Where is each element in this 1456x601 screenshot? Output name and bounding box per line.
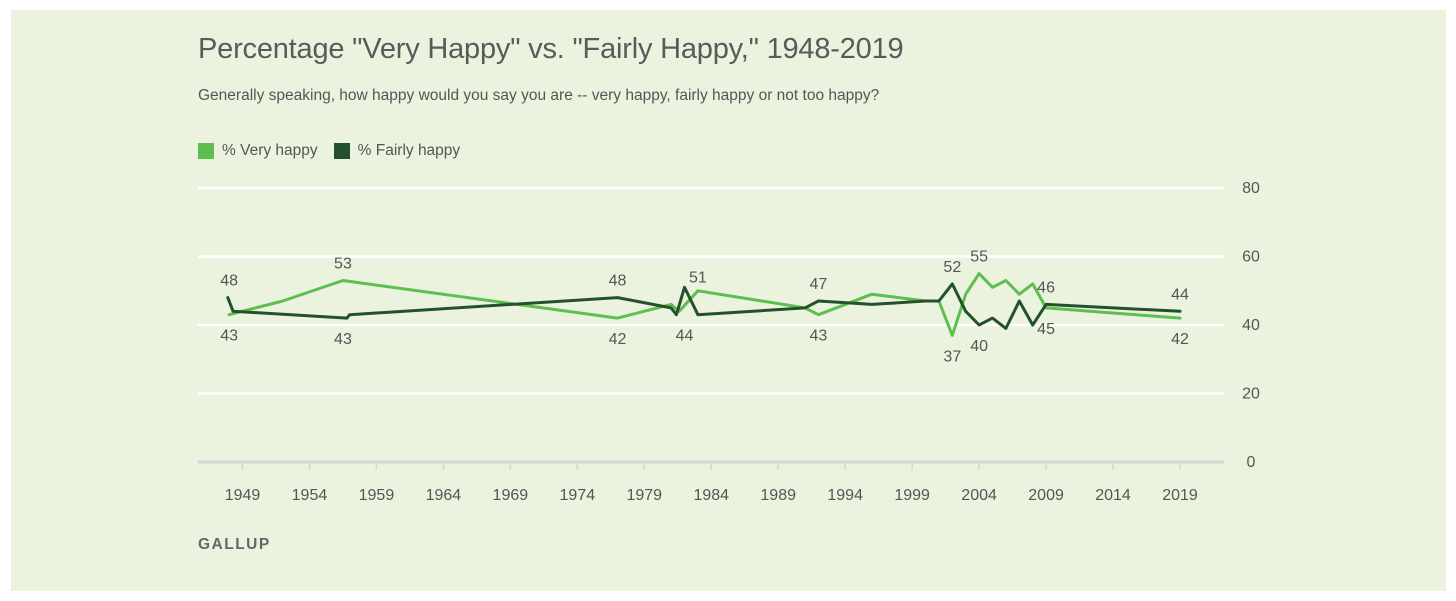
data-label-fairly-happy: 46 — [1037, 279, 1055, 296]
data-label-layer: 43 53 42 51 43 37 55 45 42 48 43 48 44 47 52 40 46 44 — [220, 249, 1189, 366]
x-tick-label: 2009 — [1028, 487, 1064, 504]
x-tick-label: 2019 — [1162, 487, 1198, 504]
data-label-very-happy: 45 — [1037, 321, 1055, 338]
x-tick-label: 1959 — [359, 487, 395, 504]
legend-item-very-happy: % Very happy — [198, 142, 318, 160]
grid-layer — [198, 186, 1224, 464]
x-tick-label: 1999 — [894, 487, 930, 504]
chart-title: Percentage "Very Happy" vs. "Fairly Happ… — [198, 33, 904, 65]
chart-panel — [11, 10, 1446, 591]
x-tick-label: 2004 — [961, 487, 997, 504]
data-label-very-happy: 42 — [1171, 331, 1189, 348]
data-label-very-happy: 43 — [809, 328, 827, 345]
legend-swatch-very-happy — [198, 143, 214, 159]
legend-swatch-fairly-happy — [333, 143, 350, 159]
data-label-fairly-happy: 40 — [970, 338, 988, 355]
data-label-very-happy: 53 — [334, 255, 352, 272]
y-tick-label: 40 — [1242, 317, 1260, 334]
data-label-very-happy: 51 — [689, 270, 707, 287]
x-tick-label: 2014 — [1095, 487, 1131, 504]
y-tick-label: 20 — [1242, 386, 1260, 403]
axis-layer: 0 20 40 60 80 1949 1954 1959 1964 1969 1974 1979 198… — [225, 180, 1260, 504]
chart-subtitle: Generally speaking, how happy would you … — [198, 87, 880, 104]
legend-item-fairly-happy: % Fairly happy — [333, 142, 461, 160]
data-label-fairly-happy: 47 — [809, 276, 827, 293]
x-tick-label: 1979 — [626, 487, 662, 504]
data-label-very-happy: 42 — [609, 331, 627, 348]
data-label-fairly-happy: 44 — [1171, 286, 1189, 303]
data-label-fairly-happy: 44 — [676, 328, 694, 345]
x-tick-label: 1994 — [827, 487, 863, 504]
series-layer — [226, 272, 1182, 337]
data-label-fairly-happy: 52 — [943, 259, 961, 276]
data-label-fairly-happy: 48 — [609, 273, 627, 290]
x-tick-label: 1949 — [225, 487, 261, 504]
data-label-fairly-happy: 43 — [334, 331, 352, 348]
x-tick-label: 1984 — [693, 487, 729, 504]
data-label-very-happy: 55 — [970, 249, 988, 266]
chart-legend: % Very happy % Fairly happy — [198, 142, 476, 160]
y-tick-label: 0 — [1247, 454, 1256, 471]
legend-label-very-happy: % Very happy — [222, 142, 318, 159]
source-label: GALLUP — [198, 536, 271, 553]
x-tick-label: 1969 — [493, 487, 529, 504]
data-label-very-happy: 37 — [943, 348, 961, 365]
legend-label-fairly-happy: % Fairly happy — [357, 142, 461, 159]
data-label-fairly-happy: 48 — [220, 273, 238, 290]
x-tick-label: 1989 — [760, 487, 796, 504]
x-tick-label: 1974 — [560, 487, 596, 504]
y-tick-label: 80 — [1242, 180, 1260, 197]
series-line-fairly-happy — [226, 282, 1182, 330]
y-tick-label: 60 — [1242, 249, 1260, 266]
data-label-very-happy: 43 — [220, 328, 238, 345]
x-tick-label: 1964 — [426, 487, 462, 504]
x-tick-label: 1954 — [292, 487, 328, 504]
